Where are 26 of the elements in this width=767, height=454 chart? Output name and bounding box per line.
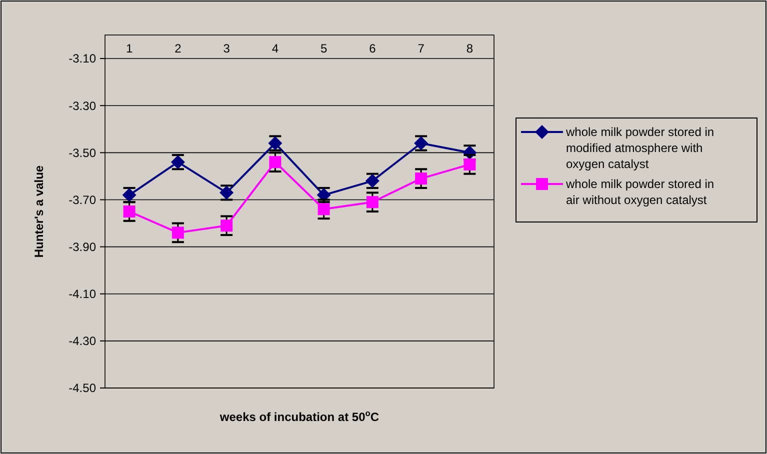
x-tick-label: 5: [320, 42, 328, 56]
y-tick-label: -3.90: [68, 240, 96, 254]
y-tick-label: -3.30: [68, 98, 96, 113]
x-tick-label: 1: [126, 42, 133, 56]
x-tick-label: 8: [466, 42, 474, 56]
legend-label: whole milk powder stored in air without oxygen catalyst: [565, 177, 714, 208]
y-tick-label: -4.10: [68, 287, 96, 302]
x-tick-label: 4: [272, 42, 279, 56]
x-tick-label: 7: [418, 42, 425, 56]
point: [415, 172, 428, 185]
point: [269, 156, 282, 168]
y-tick-label: -3.70: [68, 192, 96, 207]
y-tick-label: -4.30: [68, 334, 96, 348]
x-tick-label: 3: [223, 42, 230, 56]
point: [220, 220, 233, 232]
point: [464, 158, 476, 170]
point: [123, 206, 136, 218]
y-tick-label: -3.50: [68, 146, 96, 160]
y-axis-title: Hunter's a value: [32, 165, 46, 258]
y-tick-label: -3.10: [68, 52, 96, 66]
y-tick-label: -4.50: [68, 381, 96, 396]
point: [366, 196, 378, 208]
x-axis-title: weeks of incubation at 50$^{o}$C: [218, 408, 380, 424]
point: [172, 226, 184, 239]
x-tick-label: 6: [369, 42, 376, 56]
x-tick-label: 2: [174, 42, 182, 56]
